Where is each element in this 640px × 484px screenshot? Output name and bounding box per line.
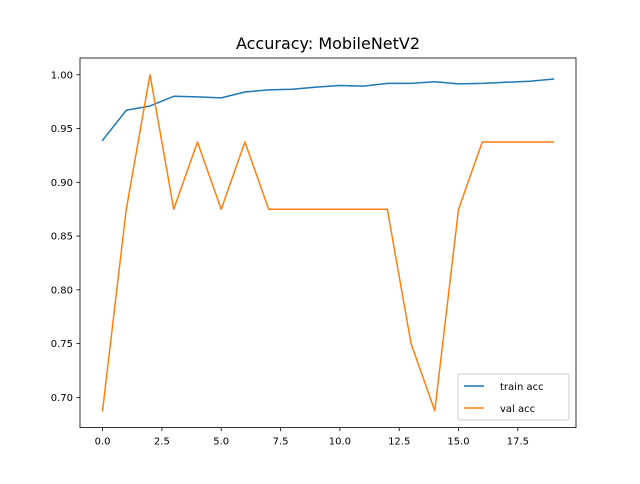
y-tick-label: 0.85 bbox=[51, 232, 73, 243]
x-tick-label: 15.0 bbox=[447, 437, 469, 448]
axes-frame bbox=[79, 57, 577, 429]
x-tick-label: 5.0 bbox=[213, 437, 229, 448]
y-tick-label: 0.90 bbox=[51, 178, 73, 189]
x-tick-label: 10.0 bbox=[329, 437, 351, 448]
chart-title: Accuracy: MobileNetV2 bbox=[236, 34, 420, 53]
y-tick-label: 0.70 bbox=[51, 393, 73, 404]
x-tick-label: 7.5 bbox=[273, 437, 289, 448]
y-tick-label: 0.80 bbox=[51, 285, 73, 296]
legend-label: train acc bbox=[500, 382, 544, 393]
y-tick-label: 0.95 bbox=[51, 124, 73, 135]
series-line-val-acc bbox=[101, 74, 555, 412]
legend-box bbox=[457, 373, 570, 421]
legend: train acc val acc bbox=[457, 373, 570, 421]
series-line-train-acc bbox=[101, 78, 555, 142]
x-tick-label: 0.0 bbox=[95, 437, 111, 448]
plot-area: 0.0 2.5 5.0 7.5 10.0 12.5 15.0 17.5 0.70 0.75 0.80… bbox=[51, 57, 577, 448]
x-tick-label: 2.5 bbox=[154, 437, 170, 448]
y-tick-label: 0.75 bbox=[51, 339, 73, 350]
x-tick-label: 17.5 bbox=[507, 437, 529, 448]
x-tick-label: 12.5 bbox=[388, 437, 410, 448]
y-tick-label: 1.00 bbox=[51, 70, 73, 81]
legend-label: val acc bbox=[500, 404, 535, 415]
